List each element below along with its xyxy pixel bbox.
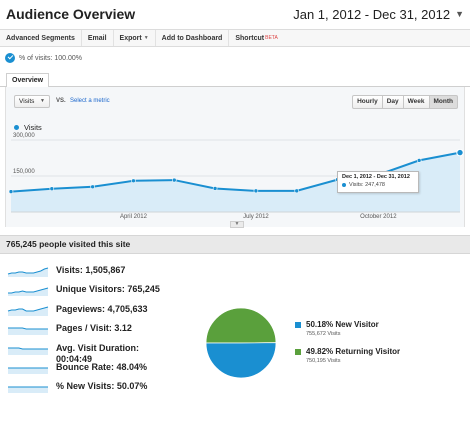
date-range-picker[interactable]: Jan 1, 2012 - Dec 31, 2012 ▼: [293, 2, 464, 26]
data-point[interactable]: [90, 184, 95, 190]
chevron-down-icon: ▼: [455, 9, 464, 19]
vs-label: VS.: [56, 98, 66, 104]
metric-row[interactable]: Pages / Visit: 3.12: [7, 320, 197, 338]
legend-swatch: [295, 322, 301, 328]
email-button[interactable]: Email: [82, 30, 114, 46]
page-title: Audience Overview: [6, 6, 136, 22]
data-point[interactable]: [294, 188, 300, 194]
x-tick-label: April 2012: [120, 214, 148, 220]
shortcut-button[interactable]: Shortcut BETA: [235, 34, 278, 42]
legend-marker: [14, 125, 19, 130]
x-tick-label: July 2012: [243, 214, 269, 220]
pie-legend-label: 50.18% New Visitor: [306, 320, 379, 329]
metric-label: Avg. Visit Duration: 00:04:49: [56, 342, 140, 364]
metric-label: Unique Visitors: 765,245: [56, 284, 160, 295]
select-metric-link[interactable]: Select a metric: [70, 98, 110, 104]
legend-swatch: [295, 349, 301, 355]
check-icon: [5, 53, 15, 63]
advanced-segments-button[interactable]: Advanced Segments: [0, 30, 82, 46]
metric-label: Bounce Rate: 48.04%: [56, 362, 148, 372]
period-week-button[interactable]: Week: [403, 95, 430, 109]
data-point[interactable]: [416, 158, 422, 163]
metric-label: Visits: 1,505,867: [56, 265, 126, 275]
period-month-button[interactable]: Month: [429, 95, 458, 109]
pie-legend-count: 750,195 Visits: [306, 358, 341, 364]
series-marker-icon: [342, 183, 346, 187]
data-point[interactable]: [131, 178, 136, 184]
metric-row[interactable]: Visits: 1,505,867: [7, 262, 197, 280]
segment-label: % of visits: 100.00%: [19, 54, 83, 62]
metric-row[interactable]: Avg. Visit Duration: 00:04:49: [7, 340, 197, 364]
chevron-down-icon: ▼: [40, 98, 45, 104]
period-toggle: Hourly Day Week Month: [352, 95, 458, 109]
metric-row[interactable]: Unique Visitors: 765,245: [7, 281, 197, 299]
chart-legend: Visits: [14, 123, 42, 132]
chart-tooltip: Dec 1, 2012 - Dec 31, 2012 Visits: 247,4…: [337, 171, 419, 193]
sparkline: [8, 367, 48, 374]
export-button[interactable]: Export ▼: [114, 30, 156, 46]
visitor-type-pie[interactable]: [204, 306, 278, 380]
pie-legend-count: 755,672 Visits: [306, 331, 341, 337]
metric-label: Pageviews: 4,705,633: [56, 303, 148, 314]
beta-badge: BETA: [265, 35, 278, 41]
tooltip-title: Dec 1, 2012 - Dec 31, 2012: [342, 174, 410, 180]
summary-headline: 765,245 people visited this site: [0, 235, 470, 254]
sparkline: [7, 267, 49, 277]
chart-resize-handle[interactable]: ▼: [230, 221, 244, 228]
metric-row[interactable]: Bounce Rate: 48.04%: [7, 359, 197, 377]
metric-select[interactable]: Visits ▼: [14, 95, 50, 108]
chevron-down-icon: ▼: [143, 35, 149, 41]
add-to-dashboard-button[interactable]: Add to Dashboard: [156, 30, 230, 46]
tooltip-row: Visits: 247,478: [342, 182, 414, 188]
pie-slice-returning-visitor[interactable]: [205, 307, 277, 344]
metric-label: % New Visits: 50.07%: [56, 381, 148, 392]
data-point[interactable]: [171, 177, 177, 183]
metric-row[interactable]: % New Visits: 50.07%: [7, 378, 197, 396]
title-bar: Audience Overview Jan 1, 2012 - Dec 31, …: [0, 0, 470, 28]
segment-indicator[interactable]: % of visits: 100.00%: [5, 53, 82, 63]
date-range-label: Jan 1, 2012 - Dec 31, 2012: [293, 6, 451, 22]
data-point[interactable]: [49, 186, 55, 192]
data-point[interactable]: [8, 189, 14, 194]
pie-legend-label: 49.82% Returning Visitor: [306, 347, 401, 356]
sparkline: [8, 347, 48, 355]
y-tick-label: 300,000: [13, 133, 35, 139]
data-point[interactable]: [253, 188, 259, 194]
y-tick-label: 150,000: [13, 169, 35, 175]
period-day-button[interactable]: Day: [382, 95, 404, 109]
data-point[interactable]: [212, 186, 218, 191]
visits-chart[interactable]: 300,000 150,000 April 2012 July 2012 October…: [0, 0, 470, 230]
report-toolbar: Advanced Segments Email Export ▼ Add to D…: [0, 29, 470, 47]
visits-area: [11, 152, 460, 212]
sparkline: [8, 386, 48, 394]
metric-row[interactable]: Pageviews: 4,705,633: [7, 301, 197, 319]
period-hourly-button[interactable]: Hourly: [352, 95, 383, 109]
data-point[interactable]: [456, 148, 464, 157]
sparkline: [8, 327, 48, 336]
sparkline: [7, 306, 49, 316]
metric-label: Pages / Visit: 3.12: [56, 323, 132, 334]
pie-slice-new-visitor[interactable]: [205, 342, 277, 379]
sparkline: [8, 287, 49, 297]
x-tick-label: October 2012: [360, 214, 397, 220]
legend-label: Visits: [24, 123, 42, 132]
